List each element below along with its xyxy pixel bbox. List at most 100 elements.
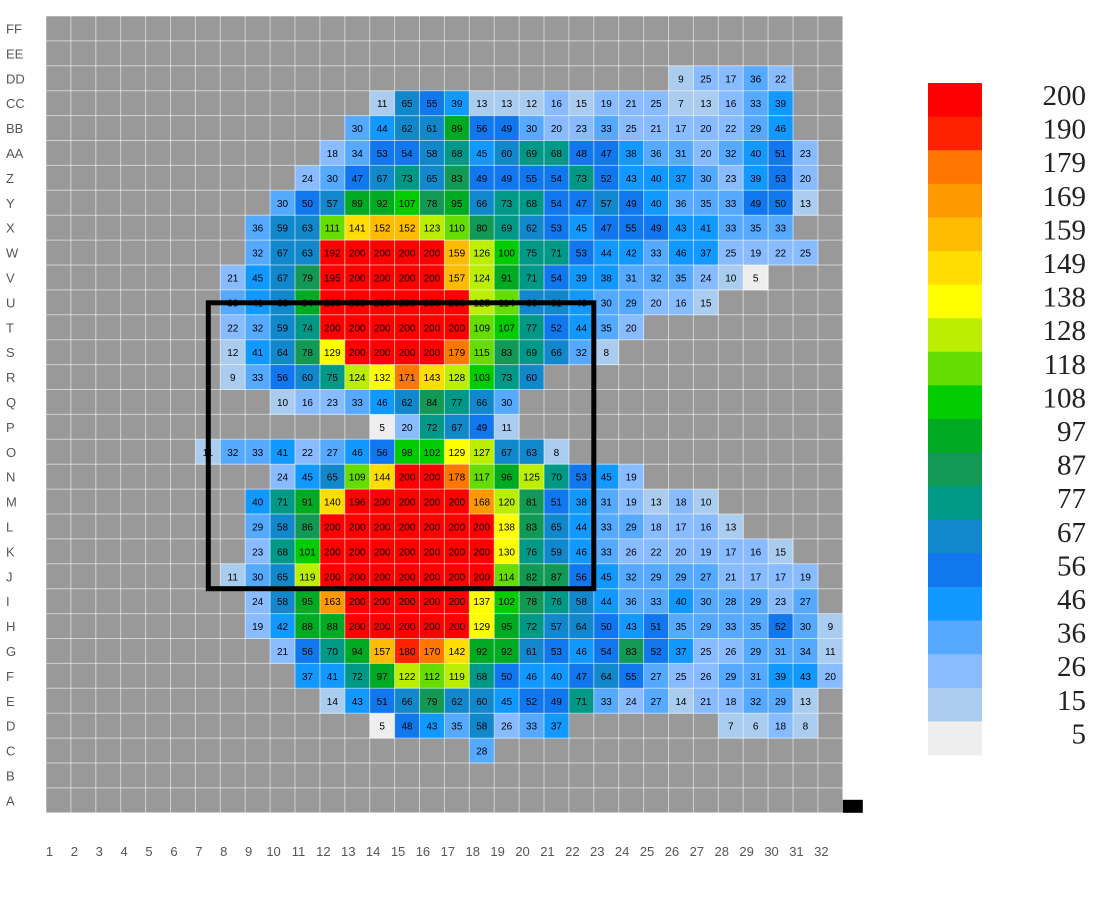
- heatmap-cell: [593, 190, 620, 216]
- cell-value: 96: [501, 473, 513, 484]
- heatmap-cell: [419, 265, 445, 291]
- cell-value: 73: [401, 174, 413, 185]
- cell-value: 20: [650, 298, 662, 309]
- heatmap-cell: [793, 638, 819, 664]
- heatmap-cell: [444, 489, 470, 515]
- cell-value: 49: [650, 224, 662, 235]
- cell-value: 119: [449, 672, 465, 683]
- heatmap-cell: [319, 165, 346, 191]
- heatmap-cell: [469, 588, 495, 614]
- cell-value: 47: [601, 224, 613, 235]
- heatmap-cell: [568, 514, 595, 540]
- cell-value: 101: [299, 547, 316, 558]
- heatmap-cell: [394, 215, 420, 241]
- heatmap-cell: [544, 190, 570, 216]
- legend-label: 36: [1057, 618, 1086, 650]
- heatmap-cell: [768, 240, 794, 266]
- cell-value: 22: [725, 124, 737, 135]
- heatmap-cell: [469, 339, 495, 365]
- heatmap-cell: [494, 215, 520, 241]
- heatmap-cell: [793, 140, 819, 166]
- heatmap-cell: [544, 265, 570, 291]
- column-label: 19: [490, 844, 504, 859]
- heatmap-cell: [344, 339, 371, 365]
- heatmap-cell: [245, 514, 271, 540]
- cell-value: 65: [426, 174, 438, 185]
- cell-value: 200: [424, 522, 441, 533]
- cell-value: 66: [401, 697, 413, 708]
- heatmap-cell: [519, 563, 545, 590]
- cell-value: 71: [551, 249, 563, 260]
- cell-value: 20: [551, 124, 563, 135]
- legend-swatch: [928, 351, 982, 386]
- cell-value: 200: [374, 323, 391, 334]
- cell-value: 33: [725, 199, 737, 210]
- heatmap-cell: [793, 190, 819, 216]
- heatmap-cell: [643, 190, 669, 216]
- cell-value: 16: [675, 298, 687, 309]
- heatmap-cell: [568, 265, 595, 291]
- heatmap-cell: [618, 314, 644, 341]
- heatmap-cell: [220, 439, 246, 465]
- heatmap-cell: [544, 638, 570, 664]
- heatmap-cell: [369, 489, 395, 515]
- heatmap-cell: [768, 563, 794, 590]
- cell-value: 66: [551, 348, 563, 359]
- cell-value: 56: [277, 373, 289, 384]
- cell-value: 53: [551, 647, 563, 658]
- heatmap-cell: [295, 489, 321, 515]
- row-label: B: [6, 768, 15, 783]
- cell-value: 13: [725, 522, 737, 533]
- heatmap-cell: [693, 140, 719, 166]
- cell-value: 50: [601, 622, 613, 633]
- cell-value: 53: [576, 249, 588, 260]
- cell-value: 40: [252, 498, 264, 509]
- heatmap-cell: [544, 688, 570, 714]
- heatmap-cell: [270, 563, 296, 590]
- cell-value: 23: [775, 597, 787, 608]
- cell-value: 70: [327, 647, 339, 658]
- cell-value: 33: [775, 224, 787, 235]
- column-label: 17: [441, 844, 455, 859]
- cell-value: 20: [825, 672, 837, 683]
- heatmap-cell: [618, 489, 644, 515]
- cell-value: 68: [476, 672, 488, 683]
- cell-value: 24: [252, 597, 264, 608]
- cell-value: 140: [324, 498, 341, 509]
- heatmap-cell: [319, 240, 346, 266]
- row-label: DD: [6, 71, 25, 86]
- heatmap-cell: [319, 140, 346, 166]
- cell-value: 52: [650, 647, 662, 658]
- heatmap-cell: [494, 638, 520, 664]
- cell-value: 200: [374, 547, 391, 558]
- cell-value: 100: [498, 249, 515, 260]
- heatmap-cell: [469, 314, 495, 341]
- heatmap-cell: [693, 688, 719, 714]
- cell-value: 70: [551, 473, 563, 484]
- heatmap-cell: [469, 638, 495, 664]
- cell-value: 65: [277, 572, 289, 583]
- cell-value: 200: [349, 622, 366, 633]
- heatmap-cell: [394, 688, 420, 714]
- column-label: 26: [665, 844, 679, 859]
- cell-value: 18: [675, 498, 687, 509]
- cell-value: 200: [424, 597, 441, 608]
- heatmap-cell: [369, 90, 395, 116]
- cell-value: 60: [302, 373, 314, 384]
- heatmap-cell: [444, 314, 470, 341]
- heatmap-cell: [668, 663, 694, 689]
- cell-value: 200: [424, 249, 441, 260]
- cell-value: 200: [349, 522, 366, 533]
- heatmap-cell: [817, 638, 844, 664]
- legend-swatch: [928, 83, 982, 118]
- cell-value: 35: [601, 323, 613, 334]
- cell-value: 55: [626, 224, 638, 235]
- cell-value: 123: [424, 224, 441, 235]
- cell-value: 111: [325, 224, 341, 235]
- heatmap-cell: [668, 65, 694, 92]
- heatmap-cell: [245, 489, 271, 515]
- heatmap-cell: [593, 613, 620, 639]
- column-label: 11: [292, 844, 306, 859]
- cell-value: 29: [650, 572, 662, 583]
